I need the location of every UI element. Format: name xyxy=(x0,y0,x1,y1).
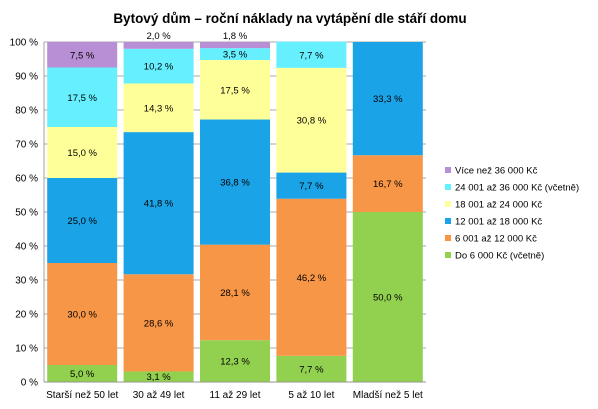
legend-label: Do 6 000 Kč (včetně) xyxy=(455,251,544,262)
data-label: 17,5 % xyxy=(67,93,97,104)
x-tick-label: 5 až 10 let xyxy=(288,390,334,401)
y-tick-label: 60 % xyxy=(15,174,38,185)
legend-swatch xyxy=(445,201,451,207)
y-tick-label: 50 % xyxy=(15,208,38,219)
y-tick-label: 10 % xyxy=(15,344,38,355)
legend-swatch xyxy=(445,235,451,241)
data-label: 28,1 % xyxy=(220,288,250,299)
y-tick-label: 0 % xyxy=(21,378,38,389)
bar-segment xyxy=(200,42,270,49)
y-tick-label: 70 % xyxy=(15,140,38,151)
bars xyxy=(47,41,423,382)
data-label: 25,0 % xyxy=(67,216,97,227)
data-label: 7,7 % xyxy=(299,181,324,192)
data-label: 7,7 % xyxy=(299,364,324,375)
data-label: 30,0 % xyxy=(67,310,97,321)
y-tick-label: 20 % xyxy=(15,310,38,321)
bar-segment xyxy=(200,48,270,61)
legend-label: 18 001 až 24 000 Kč xyxy=(455,200,542,211)
y-tick-label: 80 % xyxy=(15,106,38,117)
data-label: 14,3 % xyxy=(144,103,174,114)
bar-segment xyxy=(200,60,270,120)
legend-label: 12 001 až 18 000 Kč xyxy=(455,217,542,228)
data-label: 16,7 % xyxy=(373,179,403,190)
x-tick-label: Mladší než 5 let xyxy=(353,390,423,401)
data-label: 12,3 % xyxy=(220,357,250,368)
bar-segment xyxy=(352,155,423,212)
data-label: 2,0 % xyxy=(146,31,171,42)
data-label: 41,8 % xyxy=(144,199,174,210)
data-label: 17,5 % xyxy=(220,85,250,96)
legend-swatch xyxy=(445,252,451,258)
data-label: 36,8 % xyxy=(220,178,250,189)
bar-segment xyxy=(276,67,347,173)
legend-swatch xyxy=(445,167,451,173)
bar-segment xyxy=(276,172,347,199)
bar-segment xyxy=(200,119,270,245)
data-label: 3,1 % xyxy=(146,372,171,383)
bar-segment xyxy=(47,67,118,127)
bar-segment xyxy=(47,42,118,68)
bar-segment xyxy=(123,371,194,382)
x-tick-label: 30 až 49 let xyxy=(133,390,185,401)
data-label: 46,2 % xyxy=(297,273,327,284)
data-label: 28,6 % xyxy=(144,318,174,329)
y-tick-label: 100 % xyxy=(10,38,38,49)
legend-label: Více než 36 000 Kč xyxy=(455,166,538,177)
bar-segment xyxy=(352,42,423,156)
data-label: 33,3 % xyxy=(373,94,403,105)
bar-segment xyxy=(123,274,194,372)
data-label: 1,8 % xyxy=(223,31,248,42)
legend-label: 24 001 až 36 000 Kč (včetně) xyxy=(455,183,579,194)
data-label: 5,0 % xyxy=(70,369,95,380)
data-label: 50,0 % xyxy=(373,293,403,304)
bar-segment xyxy=(47,263,118,365)
bar-segment xyxy=(123,83,194,133)
data-label: 10,2 % xyxy=(144,62,174,73)
data-labels: 5,0 % 30,0 % 25,0 % 15,0 % 17,5 % 7,5 % 3,1 % 2… xyxy=(67,31,403,383)
bar-segment xyxy=(276,355,347,382)
bar-segment xyxy=(352,212,423,382)
bar-segment xyxy=(123,42,194,49)
x-tick-label: 11 až 29 let xyxy=(210,390,261,401)
bar-segment xyxy=(47,178,118,263)
bar-segment xyxy=(123,48,194,84)
bar-segment xyxy=(123,132,194,275)
data-label: 7,7 % xyxy=(299,50,324,61)
bar-segment xyxy=(276,41,347,68)
x-axis: Starší než 50 let 30 až 49 let 11 až 29 le… xyxy=(44,381,426,401)
bar-segment xyxy=(200,244,270,341)
bar-segment xyxy=(276,198,347,356)
bar-segment xyxy=(200,340,270,382)
data-label: 3,5 % xyxy=(223,50,248,61)
bar-segment xyxy=(47,127,118,178)
y-tick-label: 40 % xyxy=(15,242,38,253)
x-tick-label: Starší než 50 let xyxy=(46,390,118,401)
bar-segment xyxy=(47,365,118,382)
data-label: 30,8 % xyxy=(297,116,327,127)
data-label: 15,0 % xyxy=(67,148,97,159)
legend: Více než 36 000 Kč 24 001 až 36 000 Kč (v… xyxy=(445,166,579,262)
legend-label: 6 001 až 12 000 Kč xyxy=(455,234,537,245)
data-label: 7,5 % xyxy=(70,50,95,61)
y-tick-label: 30 % xyxy=(15,276,38,287)
chart-title: Bytový dům – roční náklady na vytápění d… xyxy=(113,11,466,26)
legend-swatch xyxy=(445,218,451,224)
y-axis: 0 % 10 % 20 % 30 % 40 % 50 % 60 % 70 % 80 % 90 % 1… xyxy=(10,38,45,389)
y-tick-label: 90 % xyxy=(15,72,38,83)
legend-swatch xyxy=(445,184,451,190)
